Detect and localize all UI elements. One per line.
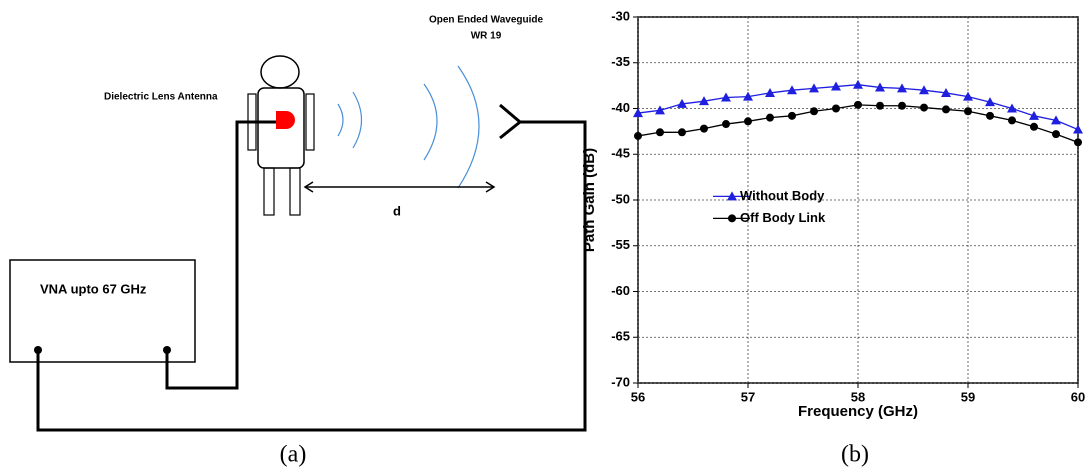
marker [721, 92, 731, 102]
marker [744, 117, 752, 126]
marker [678, 128, 686, 137]
marker [699, 96, 709, 106]
marker [677, 98, 687, 108]
marker [876, 101, 884, 110]
x-axis-label: Frequency (GHz) [798, 403, 918, 420]
marker [985, 97, 995, 107]
marker [728, 214, 736, 223]
waveguide [499, 103, 523, 140]
caption: (a) [280, 442, 307, 468]
x-tick-label: 60 [1071, 389, 1085, 404]
marker [854, 100, 862, 109]
torso [257, 87, 305, 169]
marker [766, 113, 774, 122]
marker [963, 91, 973, 101]
legend-label: Without Body [740, 188, 825, 203]
waves [337, 65, 480, 189]
marker [1051, 115, 1061, 125]
y-tick-label: -65 [611, 329, 630, 344]
marker [787, 85, 797, 95]
marker [832, 104, 840, 113]
cable [165, 120, 278, 390]
legend-label: Off Body Link [740, 210, 826, 225]
y-tick-label: -55 [611, 237, 630, 252]
y-tick-label: -70 [611, 374, 630, 389]
marker [1029, 110, 1039, 120]
marker [986, 111, 994, 120]
vna-box [9, 259, 196, 363]
marker [700, 124, 708, 133]
distance-label: d [393, 203, 401, 218]
lens-antenna [276, 111, 295, 129]
head [260, 55, 300, 89]
y-axis-label: Path Gain (dB) [581, 148, 598, 252]
arrowheads [303, 181, 496, 193]
waveguide-label: Open Ended Waveguide [429, 15, 544, 26]
x-tick-label: 59 [961, 389, 975, 404]
marker [920, 103, 928, 112]
marker [722, 120, 730, 129]
marker [831, 81, 841, 91]
marker [1073, 124, 1083, 134]
marker [765, 87, 775, 97]
marker [1052, 130, 1060, 139]
marker [898, 101, 906, 110]
marker [788, 111, 796, 120]
x-tick-label: 56 [631, 389, 645, 404]
y-tick-label: -30 [611, 8, 630, 23]
leg [263, 167, 275, 216]
y-tick-label: -50 [611, 191, 630, 206]
marker [656, 128, 664, 137]
marker [1074, 138, 1082, 147]
marker [942, 105, 950, 114]
marker [875, 82, 885, 92]
leg [289, 167, 301, 216]
marker [1008, 116, 1016, 125]
y-tick-label: -60 [611, 283, 630, 298]
antenna-label: Dielectric Lens Antenna [104, 92, 218, 103]
y-tick-label: -35 [611, 54, 630, 69]
arm [305, 93, 315, 151]
marker [897, 83, 907, 93]
y-tick-label: -45 [611, 146, 630, 161]
marker [941, 87, 951, 97]
marker [1007, 103, 1017, 113]
x-tick-label: 58 [851, 389, 865, 404]
marker [727, 191, 737, 201]
arm [247, 93, 257, 151]
y-tick-label: -40 [611, 100, 630, 115]
marker [633, 108, 643, 118]
marker [810, 107, 818, 116]
marker [809, 83, 819, 93]
marker [919, 85, 929, 95]
waveguide-label: WR 19 [471, 31, 502, 42]
x-tick-label: 57 [741, 389, 755, 404]
marker [1030, 122, 1038, 131]
marker [634, 131, 642, 140]
caption: (b) [841, 442, 869, 468]
marker [853, 79, 863, 89]
marker [655, 105, 665, 115]
diagram: VNA upto 67 GHz Dielectric Lens Antenna … [9, 15, 587, 432]
marker [743, 91, 753, 101]
cable [36, 120, 587, 432]
marker [964, 107, 972, 116]
vna-label: VNA upto 67 GHz [40, 281, 147, 296]
